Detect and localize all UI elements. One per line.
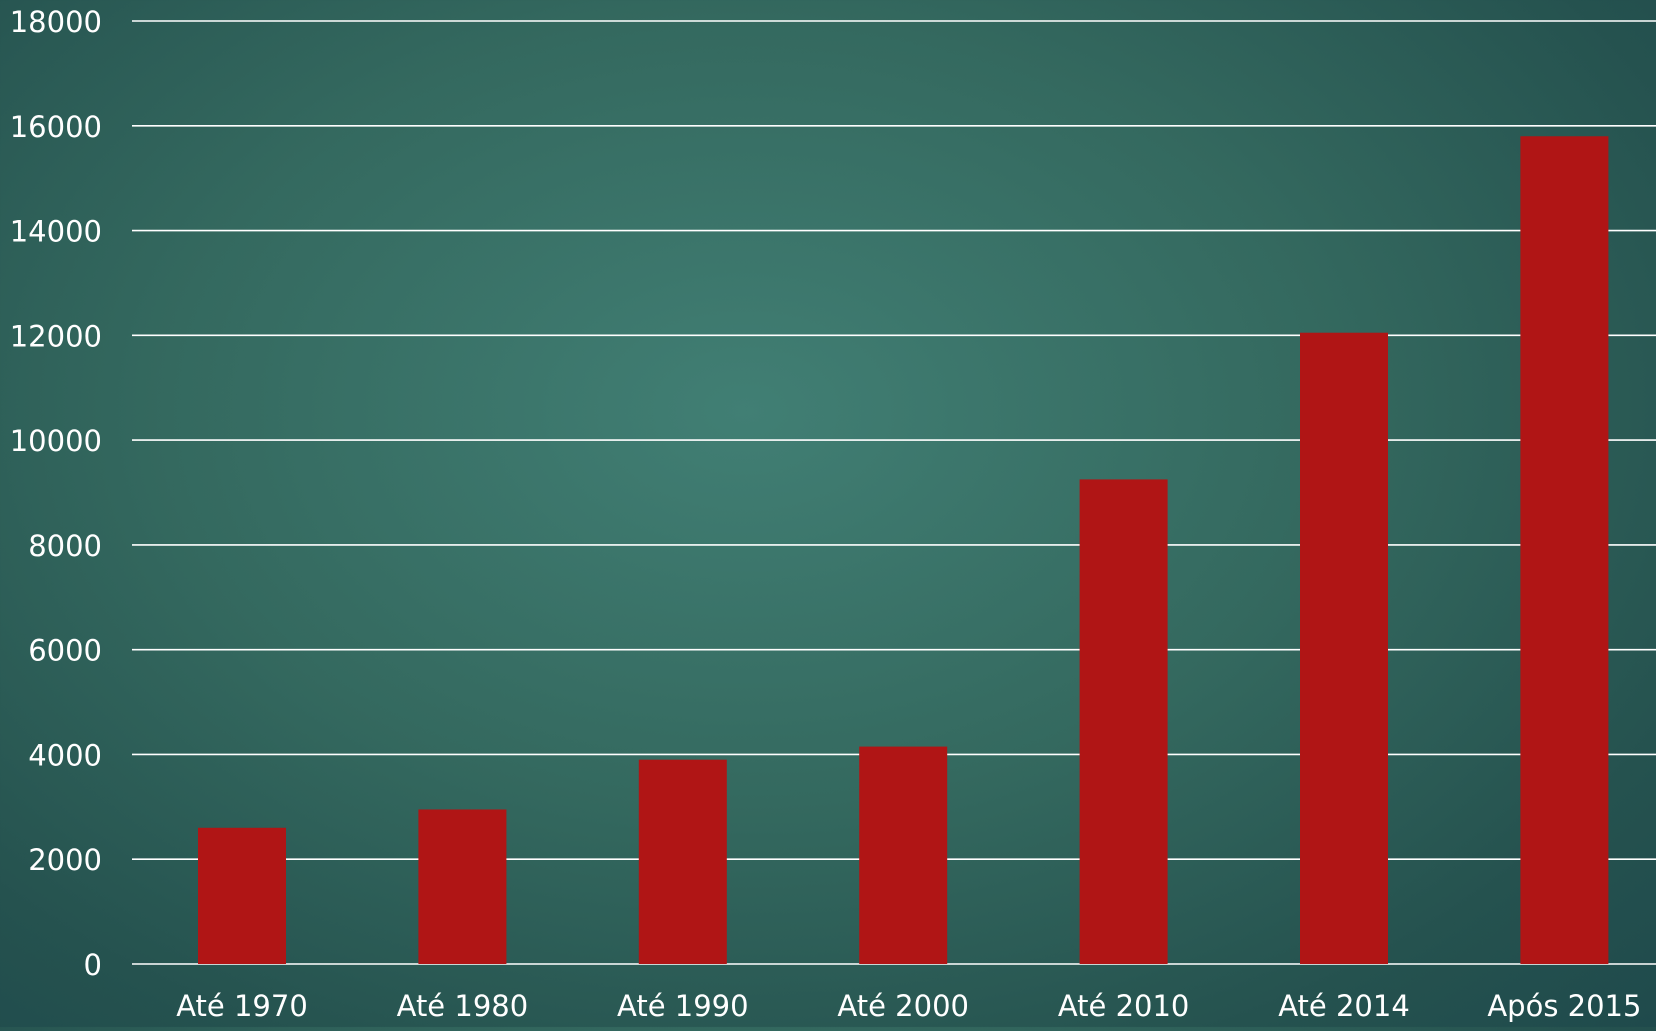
bar	[418, 809, 507, 964]
y-tick-label: 16000	[10, 110, 102, 144]
y-tick-label: 14000	[10, 215, 102, 249]
x-tick-label: Até 2014	[1278, 989, 1410, 1023]
x-tick-label: Até 2000	[837, 989, 969, 1023]
y-tick-label: 10000	[10, 424, 102, 458]
bar	[1079, 479, 1168, 964]
x-tick-label: Até 1980	[397, 989, 529, 1023]
x-tick-label: Até 1970	[176, 989, 308, 1023]
bars	[198, 136, 1609, 965]
bar	[1300, 332, 1388, 965]
y-tick-label: 18000	[10, 5, 102, 39]
y-tick-label: 4000	[28, 738, 102, 772]
gridlines	[132, 20, 1656, 965]
y-tick-label: 2000	[28, 843, 102, 877]
y-tick-label: 12000	[10, 319, 102, 353]
x-axis-tick-labels: Até 1970 Até 1980 Até 1990 Até 2000 Até 2010…	[176, 989, 1641, 1023]
bar	[198, 827, 286, 964]
y-axis-tick-labels: 0 2000 4000 6000 8000 10000 12000 14000 16000 180…	[10, 5, 102, 982]
bar	[859, 746, 948, 964]
y-tick-label: 6000	[28, 634, 102, 668]
y-tick-label: 0	[84, 948, 102, 982]
bar	[1520, 136, 1609, 964]
y-tick-label: 8000	[28, 529, 102, 563]
x-tick-label: Até 1990	[617, 989, 749, 1023]
x-tick-label: Após 2015	[1487, 989, 1641, 1023]
bar	[638, 759, 727, 964]
x-tick-label: Até 2010	[1058, 989, 1190, 1023]
